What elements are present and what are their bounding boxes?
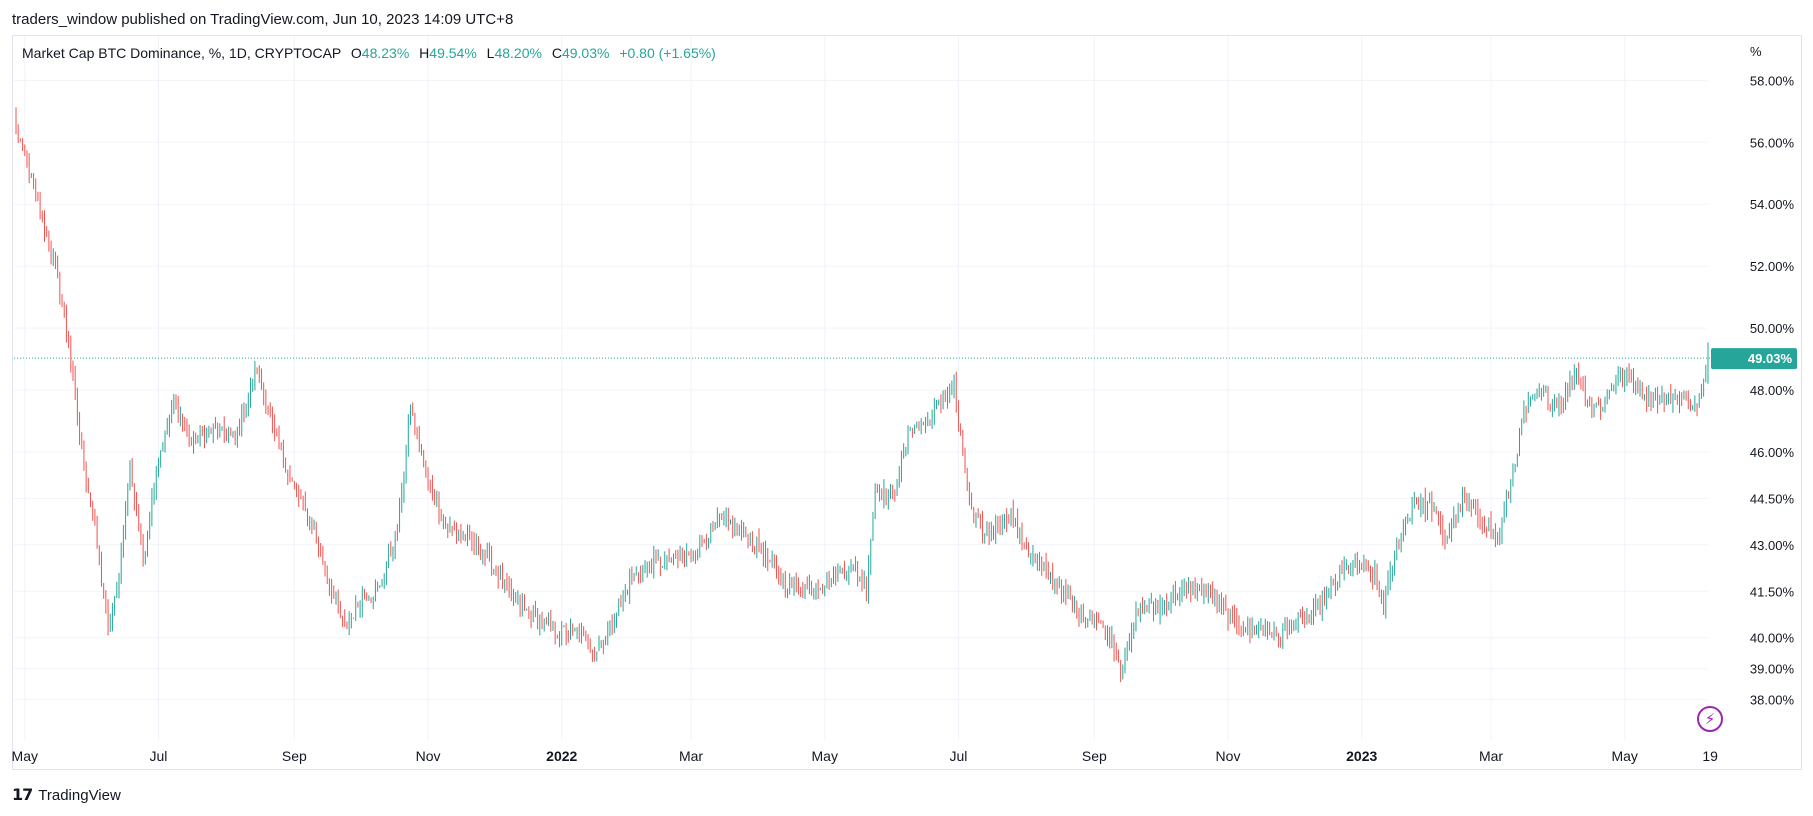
legend-low-label: L [486, 45, 495, 61]
legend-open-label: O [350, 45, 362, 61]
y-axis-unit-label: % [1750, 44, 1762, 59]
y-tick-label: 44.50% [1750, 491, 1795, 506]
x-tick-label: May [1611, 748, 1637, 764]
y-tick-label: 48.00% [1750, 383, 1795, 398]
x-tick-label: Nov [1216, 748, 1241, 764]
legend-high-value: 49.54% [429, 45, 477, 61]
legend-open-value: 48.23% [361, 45, 410, 61]
x-tick-label: 2023 [1346, 748, 1377, 764]
x-tick-label: Sep [282, 748, 307, 764]
last-price-label: 49.03% [1748, 351, 1793, 366]
y-tick-label: 41.50% [1750, 584, 1795, 599]
y-tick-label: 54.00% [1750, 197, 1795, 212]
legend-close-label: C [551, 45, 562, 61]
chart-frame[interactable] [12, 35, 1802, 770]
y-tick-label: 56.00% [1750, 135, 1795, 150]
candles-layer [15, 107, 1709, 683]
x-tick-label: Jul [949, 748, 967, 764]
x-tick-label: Mar [1479, 748, 1503, 764]
legend-low-value: 48.20% [494, 45, 542, 61]
legend-high-label: H [419, 45, 430, 61]
y-tick-label: 58.00% [1750, 73, 1795, 88]
x-tick-label: Jul [150, 748, 168, 764]
x-axis: May Jul Sep Nov 2022 Mar May Jul Sep Nov 2023 Mar Ma… [12, 748, 1719, 764]
x-tick-label: May [12, 748, 38, 764]
footer-branding[interactable]: 𝟭𝟳 TradingView [12, 785, 121, 805]
grid-layer [14, 36, 1707, 740]
last-price-label-bg [1711, 348, 1797, 370]
x-tick-label: Nov [416, 748, 441, 764]
y-tick-label: 38.00% [1750, 693, 1795, 708]
lightning-icon[interactable]: ⚡ [1697, 706, 1723, 732]
tradingview-logo-icon: 𝟭𝟳 [12, 787, 33, 804]
legend-symbol: Market Cap BTC Dominance, %, 1D, CRYPTOC… [22, 45, 341, 61]
y-tick-label: 52.00% [1750, 259, 1795, 274]
y-tick-label: 43.00% [1750, 538, 1795, 553]
y-tick-label: 40.00% [1750, 631, 1795, 646]
footer-brand-text: TradingView [38, 786, 121, 804]
y-tick-label: 46.00% [1750, 445, 1795, 460]
legend-close-value: 49.03% [561, 45, 610, 61]
x-tick-label: Mar [679, 748, 703, 764]
x-tick-label: 2022 [546, 748, 577, 764]
y-axis: 58.00% 56.00% 54.00% 52.00% 50.00% 48.00% 46.0… [1711, 44, 1797, 708]
chart-legend: Market Cap BTC Dominance, %, 1D, CRYPTOC… [22, 45, 716, 61]
y-tick-label: 50.00% [1750, 321, 1795, 336]
legend-change-value: +0.80 (+1.65%) [619, 45, 716, 61]
x-tick-label: Sep [1082, 748, 1107, 764]
x-tick-label: May [812, 748, 838, 764]
x-tick-label: 19 [1702, 748, 1718, 764]
y-tick-label: 39.00% [1750, 662, 1795, 677]
published-by-line: traders_window published on TradingView.… [12, 11, 514, 28]
